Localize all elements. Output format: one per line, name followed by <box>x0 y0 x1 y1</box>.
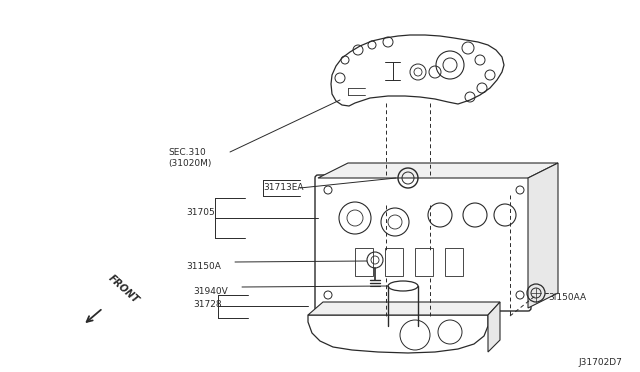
Polygon shape <box>331 35 504 106</box>
FancyBboxPatch shape <box>445 248 463 276</box>
Text: FRONT: FRONT <box>106 273 140 305</box>
FancyBboxPatch shape <box>355 248 373 276</box>
FancyBboxPatch shape <box>385 248 403 276</box>
Text: (31020M): (31020M) <box>168 159 211 168</box>
FancyBboxPatch shape <box>415 248 433 276</box>
Polygon shape <box>488 302 500 352</box>
Ellipse shape <box>388 321 418 331</box>
Text: 3I150AA: 3I150AA <box>548 293 586 302</box>
Text: 31940V: 31940V <box>193 287 228 296</box>
Text: 31728: 31728 <box>193 300 221 309</box>
Text: 31150A: 31150A <box>186 262 221 271</box>
Polygon shape <box>308 302 500 315</box>
Ellipse shape <box>388 281 418 291</box>
Text: 31705: 31705 <box>186 208 215 217</box>
Text: 31713EA: 31713EA <box>263 183 303 192</box>
FancyBboxPatch shape <box>315 175 531 311</box>
Text: SEC.310: SEC.310 <box>168 148 205 157</box>
Polygon shape <box>308 315 488 353</box>
Text: J31702D7: J31702D7 <box>578 358 622 367</box>
Polygon shape <box>528 163 558 308</box>
Polygon shape <box>318 163 558 178</box>
